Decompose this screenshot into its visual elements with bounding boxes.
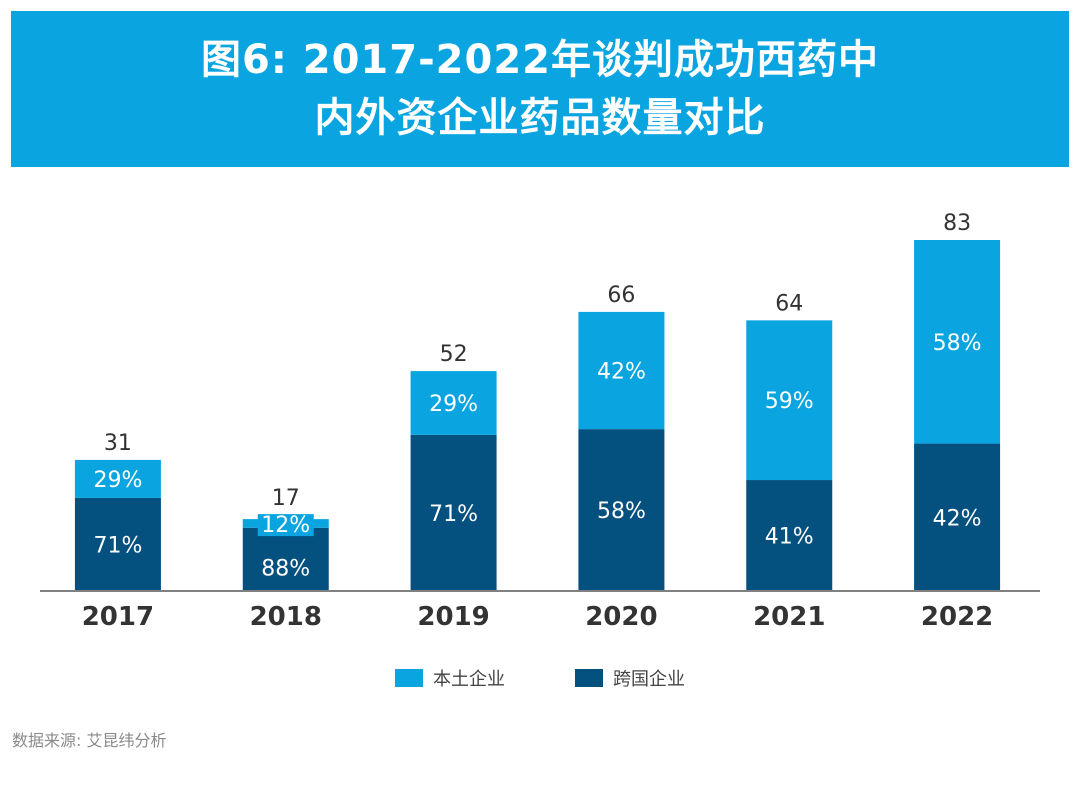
- label-domestic-pct-2019: 29%: [429, 392, 478, 417]
- title-line-2: 内外资企业药品数量对比: [314, 95, 766, 141]
- legend-item-multinational: 跨国企业: [575, 665, 685, 691]
- label-total-2017: 31: [104, 431, 132, 456]
- label-multinational-pct-2017: 71%: [93, 533, 142, 558]
- bar-multinational-2019: [410, 434, 497, 591]
- label-domestic-pct-2021: 59%: [765, 389, 814, 414]
- x-tick-label-2020: 2020: [585, 602, 657, 632]
- bar-multinational-2021: [746, 480, 833, 591]
- x-tick-label-2021: 2021: [753, 602, 825, 632]
- label-total-2020: 66: [607, 283, 635, 308]
- title-banner: 图6: 2017-2022年谈判成功西药中 内外资企业药品数量对比: [11, 11, 1069, 167]
- label-total-2022: 83: [943, 211, 971, 236]
- label-bg-domestic-2018: [257, 514, 314, 537]
- label-multinational-pct-2021: 41%: [765, 525, 814, 550]
- label-multinational-pct-2022: 42%: [933, 506, 982, 531]
- legend-label-domestic: 本土企业: [433, 669, 505, 690]
- x-tick-label-2022: 2022: [921, 602, 993, 632]
- bar-domestic-2019: [410, 371, 497, 435]
- legend: 本土企业 跨国企业: [0, 665, 1080, 691]
- legend-label-multinational: 跨国企业: [613, 669, 685, 690]
- bar-multinational-2020: [578, 429, 665, 591]
- label-multinational-pct-2020: 58%: [597, 499, 646, 524]
- bar-multinational-2022: [914, 443, 1001, 591]
- source-note: 数据来源: 艾昆纬分析: [12, 731, 167, 750]
- legend-swatch-domestic: [395, 669, 423, 687]
- label-multinational-pct-2019: 71%: [429, 502, 478, 527]
- label-total-2018: 17: [272, 486, 300, 511]
- label-domestic-pct-2022: 58%: [933, 331, 982, 356]
- x-tick-label-2019: 2019: [417, 602, 489, 632]
- label-domestic-pct-2017: 29%: [93, 468, 142, 493]
- bar-domestic-2021: [746, 320, 833, 481]
- label-domestic-pct-2018: 12%: [261, 513, 310, 538]
- bar-domestic-2020: [578, 311, 665, 430]
- x-tick-label-2018: 2018: [250, 602, 322, 632]
- legend-swatch-multinational: [575, 669, 603, 687]
- bar-multinational-2017: [74, 497, 161, 591]
- stacked-bar-chart: 29% 71% 31 2017 12% 88% 17 2018 29% 71% 52 2019 42% 5…: [40, 211, 1040, 632]
- title-line-1: 图6: 2017-2022年谈判成功西药中: [200, 37, 879, 83]
- label-multinational-pct-2018: 88%: [261, 556, 310, 581]
- label-domestic-pct-2020: 42%: [597, 360, 646, 385]
- legend-item-domestic: 本土企业: [395, 665, 505, 691]
- label-total-2019: 52: [440, 342, 468, 367]
- x-tick-label-2017: 2017: [82, 602, 154, 632]
- bar-multinational-2018: [242, 527, 329, 591]
- bar-domestic-2017: [74, 459, 161, 498]
- label-total-2021: 64: [775, 291, 803, 316]
- bar-domestic-2022: [914, 240, 1001, 444]
